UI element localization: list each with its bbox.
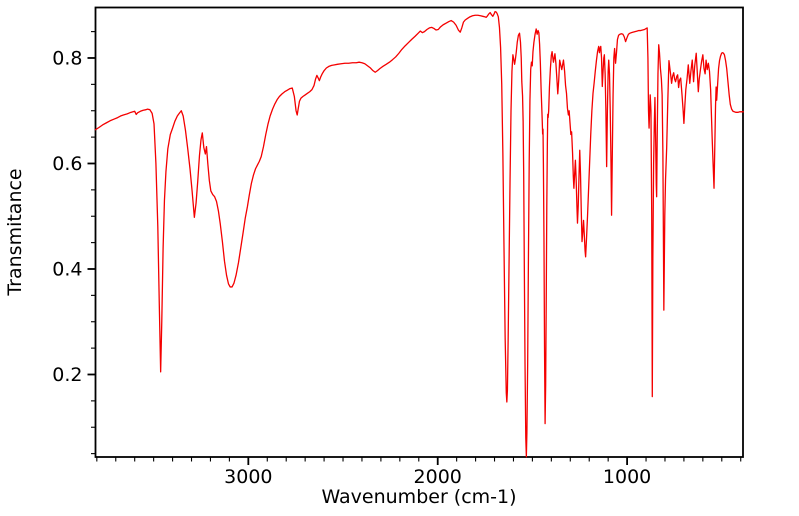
x-tick-label: 3000: [224, 466, 272, 488]
x-axis-label: Wavenumber (cm-1): [321, 486, 516, 508]
plot-border: [94, 6, 744, 458]
x-tick-label: 2000: [414, 466, 462, 488]
y-tick-label: 0.4: [52, 258, 82, 280]
axis-ticks: [87, 31, 742, 465]
axis-tick-labels: 3000 2000 1000 0.2 0.4 0.6 0.8: [52, 47, 651, 488]
y-tick-label: 0.8: [52, 47, 82, 69]
y-tick-label: 0.2: [52, 364, 82, 386]
spectrum-line: [94, 10, 745, 458]
x-tick-label: 1000: [603, 466, 651, 488]
y-tick-label: 0.6: [52, 153, 82, 175]
y-axis-label: Transmitance: [4, 168, 26, 296]
